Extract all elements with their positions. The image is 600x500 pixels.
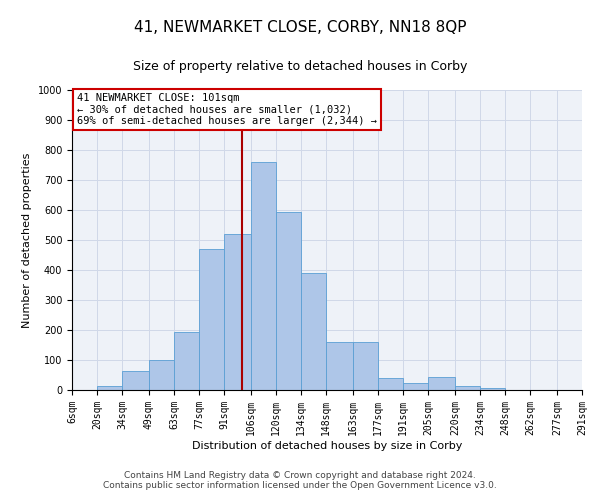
Text: 41 NEWMARKET CLOSE: 101sqm
← 30% of detached houses are smaller (1,032)
69% of s: 41 NEWMARKET CLOSE: 101sqm ← 30% of deta…	[77, 93, 377, 126]
Bar	[149, 360, 174, 390]
Bar	[378, 378, 403, 390]
Y-axis label: Number of detached properties: Number of detached properties	[22, 152, 32, 328]
Text: Contains HM Land Registry data © Crown copyright and database right 2024.
Contai: Contains HM Land Registry data © Crown c…	[103, 470, 497, 490]
X-axis label: Distribution of detached houses by size in Corby: Distribution of detached houses by size …	[192, 440, 462, 450]
Bar	[174, 332, 199, 390]
Bar	[224, 234, 251, 390]
Bar	[301, 273, 326, 390]
Bar	[199, 249, 224, 390]
Bar	[455, 386, 480, 390]
Bar	[326, 342, 353, 390]
Bar	[97, 386, 122, 390]
Text: Size of property relative to detached houses in Corby: Size of property relative to detached ho…	[133, 60, 467, 73]
Bar	[428, 376, 455, 390]
Text: 41, NEWMARKET CLOSE, CORBY, NN18 8QP: 41, NEWMARKET CLOSE, CORBY, NN18 8QP	[134, 20, 466, 35]
Bar	[122, 372, 149, 390]
Bar	[251, 162, 276, 390]
Bar	[276, 212, 301, 390]
Bar	[480, 388, 505, 390]
Bar	[353, 342, 378, 390]
Bar	[403, 382, 428, 390]
